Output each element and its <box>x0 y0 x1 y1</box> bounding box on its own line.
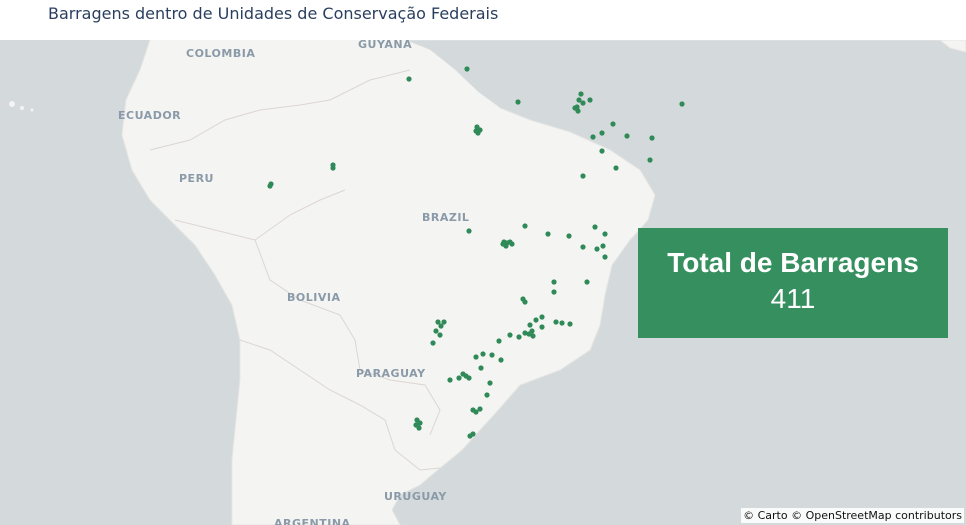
dam-marker[interactable] <box>551 289 557 295</box>
dam-marker[interactable] <box>433 328 439 334</box>
dam-marker[interactable] <box>584 279 590 285</box>
dam-markers <box>267 66 685 439</box>
dam-marker[interactable] <box>478 365 484 371</box>
map-attribution: © Carto © OpenStreetMap contributors <box>741 508 964 523</box>
dam-marker[interactable] <box>456 375 462 381</box>
chart-title: Barragens dentro de Unidades de Conserva… <box>48 4 499 23</box>
dam-marker[interactable] <box>599 148 605 154</box>
dam-marker[interactable] <box>500 241 506 247</box>
dam-marker[interactable] <box>592 224 598 230</box>
dam-marker[interactable] <box>477 406 483 412</box>
dam-marker[interactable] <box>610 121 616 127</box>
dam-marker[interactable] <box>602 231 608 237</box>
dam-marker[interactable] <box>599 130 605 136</box>
dam-marker[interactable] <box>475 130 481 136</box>
dam-marker[interactable] <box>529 328 535 334</box>
dam-marker[interactable] <box>580 244 586 250</box>
dam-marker[interactable] <box>545 231 551 237</box>
dam-marker[interactable] <box>602 254 608 260</box>
island <box>9 101 15 107</box>
dam-marker[interactable] <box>484 392 490 398</box>
dam-marker[interactable] <box>473 409 479 415</box>
dam-marker[interactable] <box>406 76 412 82</box>
dam-marker[interactable] <box>647 157 653 163</box>
dam-marker[interactable] <box>466 375 472 381</box>
dam-marker[interactable] <box>515 99 521 105</box>
map-basemap <box>9 40 966 525</box>
dam-marker[interactable] <box>527 322 533 328</box>
kpi-value: 411 <box>770 283 816 314</box>
dam-marker[interactable] <box>437 332 443 338</box>
country-label-ecuador: ECUADOR <box>118 109 182 122</box>
dam-marker[interactable] <box>578 91 584 97</box>
dam-marker[interactable] <box>600 243 606 249</box>
dam-marker[interactable] <box>507 332 513 338</box>
dam-marker[interactable] <box>580 100 586 106</box>
dam-marker[interactable] <box>567 321 573 327</box>
country-label-paraguay: PARAGUAY <box>356 367 426 380</box>
dam-marker[interactable] <box>466 228 472 234</box>
country-label-uruguay: URUGUAY <box>384 490 447 503</box>
dam-marker[interactable] <box>580 173 586 179</box>
dam-marker[interactable] <box>416 425 422 431</box>
dam-marker[interactable] <box>539 324 545 330</box>
dam-marker[interactable] <box>267 183 273 189</box>
dam-marker[interactable] <box>480 351 486 357</box>
dam-marker[interactable] <box>489 352 495 358</box>
dam-marker[interactable] <box>522 223 528 229</box>
dam-marker[interactable] <box>516 334 522 340</box>
country-label-brazil: BRAZIL <box>422 211 470 224</box>
dam-marker[interactable] <box>590 134 596 140</box>
island <box>20 106 24 110</box>
dam-marker[interactable] <box>464 66 470 72</box>
dam-marker[interactable] <box>624 133 630 139</box>
land-south-america <box>121 40 966 525</box>
dam-marker[interactable] <box>441 319 447 325</box>
dam-marker[interactable] <box>467 433 473 439</box>
dam-marker[interactable] <box>559 320 565 326</box>
country-label-argentina: ARGENTINA <box>274 517 351 525</box>
dam-marker[interactable] <box>447 377 453 383</box>
dam-marker[interactable] <box>594 246 600 252</box>
dam-marker[interactable] <box>522 299 528 305</box>
dam-marker[interactable] <box>522 330 528 336</box>
kpi-label: Total de Barragens <box>667 247 919 278</box>
country-label-colombia: COLOMBIA <box>186 47 256 60</box>
dam-marker[interactable] <box>498 357 504 363</box>
dam-marker[interactable] <box>430 340 436 346</box>
country-label-bolivia: BOLIVIA <box>287 291 341 304</box>
dam-marker[interactable] <box>530 333 536 339</box>
dam-marker[interactable] <box>679 101 685 107</box>
dam-marker[interactable] <box>473 354 479 360</box>
dam-marker[interactable] <box>438 323 444 329</box>
dam-marker[interactable] <box>330 165 336 171</box>
dam-marker[interactable] <box>539 314 545 320</box>
dam-marker[interactable] <box>533 317 539 323</box>
dam-marker[interactable] <box>649 135 655 141</box>
land-north-coast <box>150 40 500 108</box>
dam-marker[interactable] <box>575 108 581 114</box>
dam-marker[interactable] <box>613 165 619 171</box>
dam-marker[interactable] <box>587 97 593 103</box>
kpi-card: Total de Barragens 411 <box>638 228 948 338</box>
country-label-guyana: GUYANA <box>358 40 413 51</box>
dam-marker[interactable] <box>553 319 559 325</box>
dam-marker[interactable] <box>435 319 441 325</box>
dam-marker[interactable] <box>487 380 493 386</box>
dam-marker[interactable] <box>509 241 515 247</box>
dam-marker[interactable] <box>417 420 423 426</box>
dam-marker[interactable] <box>496 338 502 344</box>
dam-marker[interactable] <box>576 97 582 103</box>
country-borders <box>149 69 441 471</box>
country-label-peru: PERU <box>179 172 214 185</box>
dam-marker[interactable] <box>551 279 557 285</box>
dam-marker[interactable] <box>566 233 572 239</box>
island <box>30 108 34 112</box>
